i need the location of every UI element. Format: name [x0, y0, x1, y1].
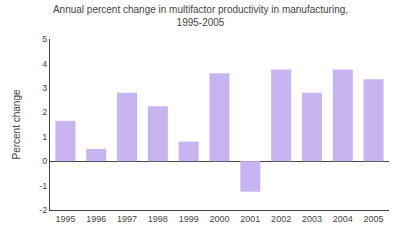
svg-text:3: 3 — [42, 83, 47, 93]
svg-text:2001: 2001 — [240, 214, 260, 224]
svg-text:1997: 1997 — [117, 214, 137, 224]
svg-text:2004: 2004 — [333, 214, 353, 224]
svg-text:0: 0 — [42, 156, 47, 166]
svg-text:2: 2 — [42, 107, 47, 117]
svg-text:-2: -2 — [39, 205, 47, 215]
svg-text:-1: -1 — [39, 181, 47, 191]
svg-text:5: 5 — [42, 34, 47, 44]
svg-text:1996: 1996 — [86, 214, 106, 224]
svg-text:4: 4 — [42, 59, 47, 69]
svg-text:Percent change: Percent change — [11, 89, 22, 159]
svg-text:1998: 1998 — [148, 214, 168, 224]
svg-text:1: 1 — [42, 132, 47, 142]
svg-text:2002: 2002 — [271, 214, 291, 224]
svg-text:1999: 1999 — [179, 214, 199, 224]
svg-text:2005: 2005 — [364, 214, 384, 224]
svg-text:2003: 2003 — [302, 214, 322, 224]
svg-text:2000: 2000 — [209, 214, 229, 224]
svg-text:Annual percent change in multi: Annual percent change in multifactor pro… — [53, 4, 348, 28]
svg-text:1995: 1995 — [55, 214, 75, 224]
